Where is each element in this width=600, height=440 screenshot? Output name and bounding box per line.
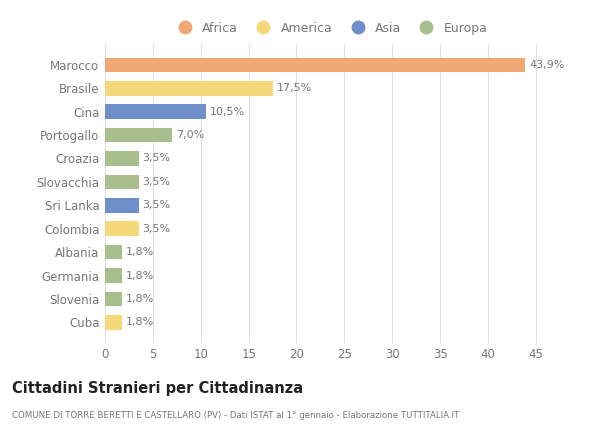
Text: 7,0%: 7,0% (176, 130, 204, 140)
Text: 3,5%: 3,5% (142, 224, 170, 234)
Text: 3,5%: 3,5% (142, 177, 170, 187)
Text: 3,5%: 3,5% (142, 154, 170, 164)
Bar (105, 104, 206, 119)
Bar (105, 221, 139, 236)
Text: 1,8%: 1,8% (126, 294, 154, 304)
Text: COMUNE DI TORRE BERETTI E CASTELLARO (PV) - Dati ISTAT al 1° gennaio - Elaborazi: COMUNE DI TORRE BERETTI E CASTELLARO (PV… (12, 411, 459, 420)
Text: 17,5%: 17,5% (277, 83, 311, 93)
Bar (105, 198, 139, 213)
Text: Cittadini Stranieri per Cittadinanza: Cittadini Stranieri per Cittadinanza (12, 381, 303, 396)
Text: 1,8%: 1,8% (126, 247, 154, 257)
Text: 43,9%: 43,9% (529, 60, 565, 70)
Text: 1,8%: 1,8% (126, 271, 154, 281)
Bar (105, 315, 122, 330)
Bar (105, 128, 172, 142)
Bar (105, 268, 122, 283)
Bar (105, 151, 139, 166)
Text: 3,5%: 3,5% (142, 200, 170, 210)
Legend: Africa, America, Asia, Europa: Africa, America, Asia, Europa (172, 22, 488, 35)
Text: 1,8%: 1,8% (126, 317, 154, 327)
Bar (105, 81, 272, 95)
Bar (105, 175, 139, 189)
Bar (105, 58, 526, 72)
Bar (105, 292, 122, 306)
Text: 10,5%: 10,5% (209, 106, 244, 117)
Bar (105, 245, 122, 259)
